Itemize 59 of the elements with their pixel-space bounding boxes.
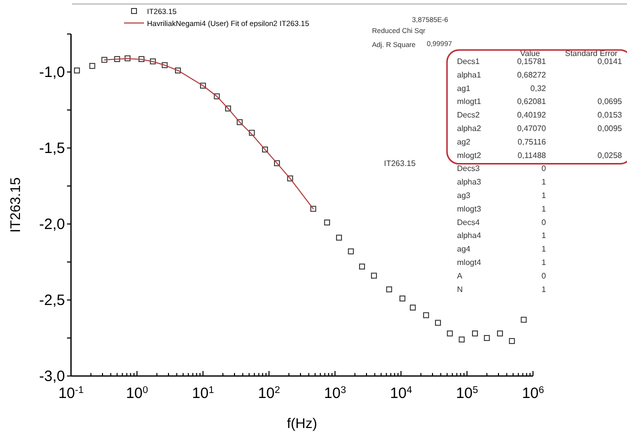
annotation: ag1 xyxy=(457,84,471,93)
annotation: ag2 xyxy=(457,137,471,146)
annotation: 0,75116 xyxy=(518,137,547,146)
annotation: 0,15781 xyxy=(517,57,547,66)
annotation: mlogt1 xyxy=(457,97,482,106)
annotation: IT263.15 xyxy=(384,159,416,168)
annotation: A xyxy=(457,271,463,280)
text: Standard Error xyxy=(565,49,618,58)
y-tick-label: -1,5 xyxy=(39,140,65,157)
x-axis-title: f(Hz) xyxy=(286,415,318,431)
text: 1 xyxy=(542,178,547,187)
annotation: 0,68272 xyxy=(517,70,547,80)
text: 0 xyxy=(542,271,547,280)
annotation: alpha3 xyxy=(457,178,482,187)
annotation: 0,11488 xyxy=(518,150,547,160)
annotation: alpha4 xyxy=(457,231,482,240)
annotation: 0,32 xyxy=(530,84,547,93)
x-tick-label: 10$^{0}$ xyxy=(126,384,149,402)
annotation: mlogt2 xyxy=(457,150,482,160)
annotation: mlogt3 xyxy=(457,204,482,214)
text: 1 xyxy=(542,244,547,254)
text: 1 xyxy=(542,231,547,240)
y-axis-title: IT263.15 xyxy=(7,177,23,233)
y-tick-label: -3,0 xyxy=(39,368,65,385)
text: 1 xyxy=(542,204,547,214)
text: 1 xyxy=(542,284,547,294)
annotation: Value xyxy=(520,49,541,58)
annotation: N xyxy=(457,284,463,294)
annotation: Decs2 xyxy=(457,110,480,120)
text: 0 xyxy=(542,218,547,227)
text: 0,0141 xyxy=(598,57,623,66)
x-tick-label: 10$^{6}$ xyxy=(522,384,544,402)
text: 0,0153 xyxy=(598,110,623,120)
text: 1 xyxy=(542,191,547,200)
annotation: alpha1 xyxy=(457,70,482,80)
x-tick-label: 10$^{4}$ xyxy=(390,384,413,402)
x-tick-label: 10$^{1}$ xyxy=(192,384,214,402)
x-tick-label: 10$^{5}$ xyxy=(456,384,479,402)
text: 1 xyxy=(542,258,547,267)
text: 0 xyxy=(542,164,547,174)
x-tick-label: 10$^{-1}$ xyxy=(58,384,84,402)
annotation: 0,62081 xyxy=(517,97,547,106)
annotation: 0,47070 xyxy=(517,124,547,133)
annotation: Decs4 xyxy=(457,218,480,227)
y-tick-label: -2,0 xyxy=(39,216,65,233)
text: 0,0695 xyxy=(598,97,623,106)
x-tick-label: 10$^{3}$ xyxy=(324,384,346,402)
annotation: Decs1 xyxy=(457,57,480,66)
y-tick-label: -2,5 xyxy=(39,292,65,309)
annotation: Decs3 xyxy=(457,164,480,174)
annotation: 0,40192 xyxy=(517,110,547,120)
x-tick-label: 10$^{2}$ xyxy=(258,384,280,402)
text: 0,0258 xyxy=(598,150,623,160)
annotation: alpha2 xyxy=(457,124,482,133)
annotation: mlogt4 xyxy=(457,258,482,267)
annotation: ag3 xyxy=(457,191,471,200)
text: 0,0095 xyxy=(598,124,623,133)
y-tick-label: -1,0 xyxy=(39,64,65,81)
annotation: ag4 xyxy=(457,244,471,254)
